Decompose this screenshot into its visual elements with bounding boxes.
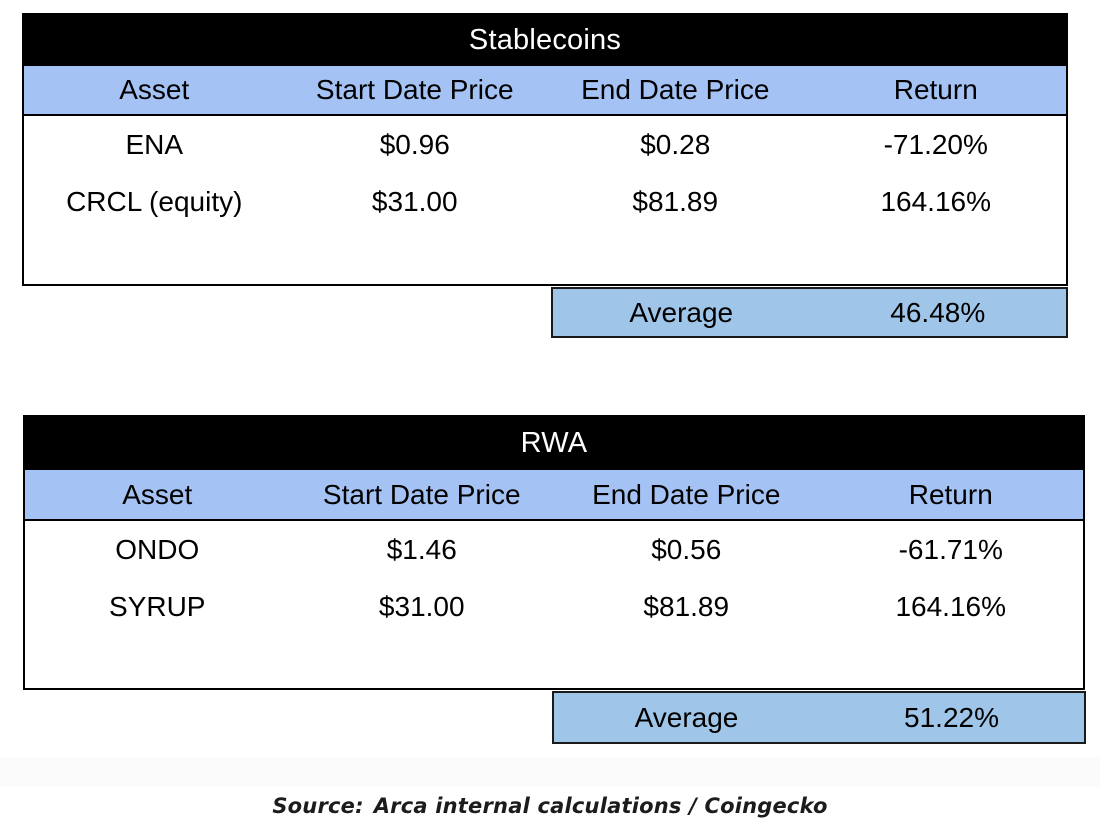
table-row: ENA $0.96 $0.28 -71.20% xyxy=(24,116,1066,173)
stablecoins-average-row: Average 46.48% xyxy=(551,287,1068,338)
average-label: Average xyxy=(634,701,739,733)
column-header-return: Return xyxy=(893,74,978,105)
end-price-cell: $81.89 xyxy=(643,590,730,622)
start-price-cell: $31.00 xyxy=(371,185,458,217)
column-header-return: Return xyxy=(908,478,993,510)
return-cell: 164.16% xyxy=(895,590,1007,622)
rwa-table: RWA Asset Start Date Price End Date Pric… xyxy=(23,415,1085,690)
average-value: 46.48% xyxy=(890,296,986,328)
stablecoins-title-bar: Stablecoins xyxy=(24,15,1066,66)
source-label: Source: xyxy=(272,794,364,818)
stablecoins-header-row: Asset Start Date Price End Date Price Re… xyxy=(24,66,1066,116)
end-price-cell: $0.56 xyxy=(651,533,722,565)
source-caption: Source: Arca internal calculations / Coin… xyxy=(0,794,1100,818)
rwa-title-bar: RWA xyxy=(25,417,1083,470)
table-row: SYRUP $31.00 $81.89 164.16% xyxy=(25,578,1083,635)
column-header-end-date: End Date Price xyxy=(581,74,770,105)
column-header-asset: Asset xyxy=(122,478,193,510)
footer-band xyxy=(0,757,1100,787)
stablecoins-table: Stablecoins Asset Start Date Price End D… xyxy=(22,13,1068,286)
asset-cell: ONDO xyxy=(115,533,200,565)
rwa-header-row: Asset Start Date Price End Date Price Re… xyxy=(25,470,1083,521)
start-price-cell: $0.96 xyxy=(379,128,450,160)
start-price-cell: $31.00 xyxy=(378,590,465,622)
start-price-cell: $1.46 xyxy=(386,533,457,565)
rwa-body: ONDO $1.46 $0.56 -61.71% SYRUP $31.00 $8… xyxy=(25,521,1083,688)
stablecoins-body: ENA $0.96 $0.28 -71.20% CRCL (equity) $3… xyxy=(24,116,1066,284)
return-cell: -71.20% xyxy=(883,128,988,160)
asset-cell: ENA xyxy=(125,128,184,160)
return-cell: -61.71% xyxy=(898,533,1003,565)
table-row: CRCL (equity) $31.00 $81.89 164.16% xyxy=(24,173,1066,230)
table-row: ONDO $1.46 $0.56 -61.71% xyxy=(25,521,1083,578)
column-header-end-date: End Date Price xyxy=(592,478,781,510)
column-header-asset: Asset xyxy=(119,74,190,105)
rwa-average-row: Average 51.22% xyxy=(552,691,1086,744)
asset-cell: SYRUP xyxy=(109,590,206,622)
return-cell: 164.16% xyxy=(880,185,992,217)
end-price-cell: $81.89 xyxy=(632,185,719,217)
end-price-cell: $0.28 xyxy=(640,128,711,160)
column-header-start-date: Start Date Price xyxy=(315,74,514,105)
average-value: 51.22% xyxy=(904,701,999,733)
asset-cell: CRCL (equity) xyxy=(66,185,243,217)
average-label: Average xyxy=(629,296,734,328)
source-text: Arca internal calculations / Coingecko xyxy=(373,794,828,818)
column-header-start-date: Start Date Price xyxy=(322,478,521,510)
